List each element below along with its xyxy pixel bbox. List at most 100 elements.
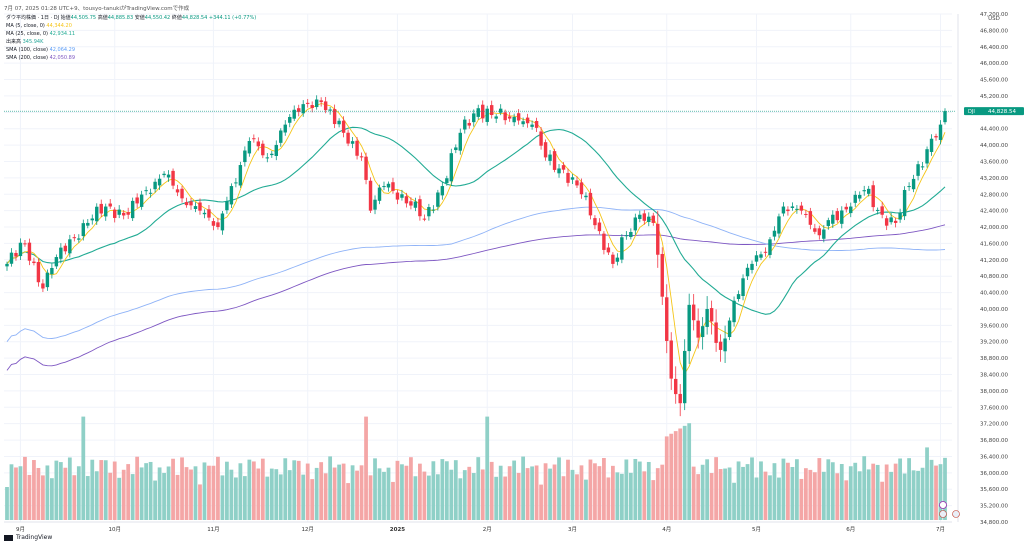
volume-bar	[422, 471, 427, 520]
candle-body	[180, 188, 184, 199]
legend-indicator-ma5[interactable]: MA (5, close, 0) 44,344.20	[6, 22, 256, 30]
volume-bar	[458, 478, 463, 520]
volume-bar	[503, 476, 508, 520]
indicator-value: 44,344.20	[46, 23, 72, 29]
volume-bar	[346, 483, 350, 520]
candle-body	[808, 211, 813, 225]
volume-bar	[557, 457, 561, 520]
candle-body	[925, 149, 929, 164]
symbol-name[interactable]: ダウ平均株価 · 1日 · DJ	[6, 15, 60, 21]
y-tick-label: 37,600.00	[980, 405, 1008, 411]
volume-bar	[848, 466, 853, 520]
candle-body	[512, 116, 516, 123]
candle-body	[822, 229, 826, 239]
candle-body	[72, 237, 77, 239]
candle-body	[498, 108, 503, 113]
volume-bar	[314, 467, 319, 520]
candle-body	[355, 140, 359, 156]
volume-bar	[269, 468, 274, 520]
volume-bar	[247, 459, 252, 520]
volume-bar	[875, 464, 880, 520]
volume-bar	[575, 474, 579, 520]
volume-bar	[844, 480, 849, 520]
candle-body	[319, 100, 323, 103]
indicator-label: MA (25, close, 0)	[6, 31, 49, 37]
volume-bar	[409, 457, 413, 520]
candle-body	[166, 174, 171, 178]
volume-bar	[925, 447, 929, 520]
volume-bar	[902, 473, 907, 520]
candle-body	[884, 218, 889, 226]
volume-bar	[81, 416, 86, 520]
volume-bar	[36, 467, 41, 520]
candle-body	[113, 209, 117, 218]
candle-body	[81, 223, 86, 237]
candle-body	[395, 192, 400, 200]
candle-body	[41, 283, 45, 289]
volume-bar	[907, 458, 911, 520]
candle-body	[305, 102, 310, 104]
tradingview-logo[interactable]: TradingView	[4, 534, 52, 541]
volume-bar	[180, 457, 184, 520]
candle-body	[763, 251, 768, 253]
candle-body	[732, 300, 736, 323]
volume-bar	[45, 465, 50, 520]
candle-body	[247, 141, 252, 154]
candle-body	[418, 199, 422, 217]
candle-body	[606, 247, 611, 253]
legend-indicator-volume[interactable]: 出来高 345.94K	[6, 38, 256, 46]
volume-bar	[85, 476, 90, 520]
candle-body	[629, 232, 633, 237]
volume-bar	[525, 468, 530, 520]
candle-body	[18, 242, 23, 257]
volume-bar	[144, 463, 149, 520]
candle-body	[790, 206, 795, 208]
volume-bar	[305, 463, 310, 520]
candle-body	[139, 194, 144, 207]
volume-bar	[166, 466, 171, 520]
legend-indicator-sma100[interactable]: SMA (100, close) 42,064.29	[6, 46, 256, 54]
legend-indicator-sma200[interactable]: SMA (200, close) 42,050.89	[6, 54, 256, 62]
candle-body	[45, 272, 50, 288]
volume-bar	[337, 464, 341, 520]
candle-body	[889, 217, 893, 223]
volume-bar	[539, 484, 543, 520]
change-value: +344.11 (+0.77%)	[208, 15, 257, 21]
volume-bar	[866, 469, 871, 520]
candle-body	[902, 189, 907, 217]
volume-bar	[301, 474, 306, 520]
candle-body	[404, 196, 409, 204]
volume-bar	[678, 428, 683, 520]
candle-body	[104, 206, 108, 217]
candle-body	[916, 164, 920, 176]
volume-bar	[911, 470, 916, 520]
candle-body	[858, 194, 862, 199]
candle-body	[840, 210, 844, 224]
volume-bar	[139, 467, 144, 520]
volume-bar	[400, 464, 404, 520]
candle-body	[463, 119, 467, 130]
candle-body	[126, 212, 130, 215]
volume-bar	[90, 459, 95, 520]
candle-body	[624, 235, 629, 237]
volume-bar	[660, 464, 665, 520]
volume-bar	[768, 475, 772, 520]
candle-body	[220, 213, 225, 231]
volume-bar	[750, 457, 754, 520]
volume-bar	[566, 459, 570, 520]
volume-bar	[364, 416, 368, 520]
candle-body	[786, 209, 790, 212]
volume-bar	[637, 461, 642, 520]
volume-bar	[319, 462, 324, 520]
legend-indicator-ma25[interactable]: MA (25, close, 0) 42,934.11	[6, 30, 256, 38]
volume-bar	[651, 480, 656, 520]
volume-bar	[835, 473, 840, 520]
volume-bar	[593, 463, 597, 520]
candle-body	[530, 124, 534, 127]
candle-body	[503, 112, 507, 121]
candle-body	[86, 222, 90, 226]
volume-bar	[391, 481, 395, 520]
x-tick-label: 9月	[16, 526, 25, 533]
candle-body	[314, 99, 319, 108]
